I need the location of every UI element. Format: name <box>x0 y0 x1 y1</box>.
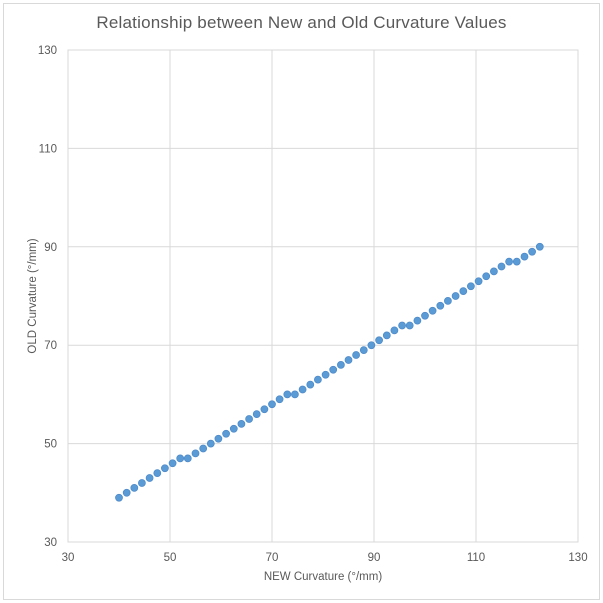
data-point[interactable] <box>505 257 513 266</box>
data-point[interactable] <box>229 424 238 433</box>
x-axis-tick-labels: 30 50 70 90 110 130 <box>62 552 588 564</box>
data-point[interactable] <box>436 301 445 310</box>
data-point[interactable] <box>268 400 276 409</box>
data-point[interactable] <box>497 262 506 271</box>
data-point[interactable] <box>153 469 162 477</box>
data-point[interactable] <box>467 282 475 291</box>
y-tick-label: 110 <box>39 143 57 155</box>
data-point[interactable] <box>352 351 360 359</box>
data-point[interactable] <box>359 346 368 354</box>
data-point[interactable] <box>520 252 529 261</box>
data-point[interactable] <box>444 297 452 305</box>
x-tick-label: 50 <box>164 552 177 564</box>
y-tick-label: 90 <box>44 242 57 254</box>
x-axis-title: NEW Curvature (°/mm) <box>264 571 382 583</box>
data-point[interactable] <box>390 326 399 335</box>
data-point[interactable] <box>344 356 353 364</box>
x-tick-label: 130 <box>568 552 587 564</box>
data-point[interactable] <box>283 390 292 399</box>
x-tick-label: 90 <box>368 552 381 564</box>
data-point[interactable] <box>252 410 261 418</box>
data-point[interactable] <box>130 484 139 492</box>
data-point[interactable] <box>206 439 215 448</box>
data-point[interactable] <box>176 454 185 463</box>
data-point[interactable] <box>183 454 192 463</box>
data-point[interactable] <box>321 370 330 379</box>
data-point[interactable] <box>428 306 437 315</box>
x-tick-label: 70 <box>266 552 279 564</box>
data-point[interactable] <box>260 405 269 414</box>
data-point[interactable] <box>451 292 460 300</box>
data-point[interactable] <box>245 415 253 423</box>
data-point[interactable] <box>214 434 223 443</box>
data-point[interactable] <box>367 341 376 350</box>
y-axis-tick-labels: 30 50 70 90 110 130 <box>38 45 57 549</box>
y-tick-label: 50 <box>44 439 57 451</box>
data-point[interactable] <box>535 242 544 251</box>
data-series[interactable] <box>115 242 544 502</box>
data-point[interactable] <box>528 247 536 256</box>
x-tick-label: 110 <box>467 552 485 564</box>
data-point[interactable] <box>329 365 338 374</box>
data-point[interactable] <box>199 444 208 453</box>
gridlines <box>67 49 579 543</box>
y-tick-label: 70 <box>44 340 57 352</box>
data-point[interactable] <box>161 464 169 473</box>
data-point[interactable] <box>191 449 200 458</box>
data-point[interactable] <box>375 336 383 345</box>
data-point[interactable] <box>138 479 146 487</box>
data-point[interactable] <box>115 493 123 502</box>
y-tick-label: 130 <box>38 45 57 57</box>
plot-area-border <box>67 49 579 543</box>
data-point[interactable] <box>291 390 299 399</box>
y-axis-title: OLD Curvature (°/mm) <box>27 238 39 353</box>
data-point[interactable] <box>474 277 483 286</box>
data-point[interactable] <box>306 380 315 389</box>
data-point[interactable] <box>490 267 498 276</box>
data-point[interactable] <box>122 488 131 497</box>
chart-title: Relationship between New and Old Curvatu… <box>96 13 507 32</box>
y-tick-label: 30 <box>44 537 57 549</box>
x-tick-label: 30 <box>62 552 75 564</box>
data-point[interactable] <box>459 287 468 295</box>
chart-border <box>3 3 600 600</box>
data-point[interactable] <box>298 385 307 394</box>
data-point[interactable] <box>275 395 284 404</box>
data-point[interactable] <box>405 321 414 330</box>
data-point[interactable] <box>337 361 345 369</box>
data-point[interactable] <box>512 257 521 266</box>
data-point[interactable] <box>314 375 322 384</box>
data-point[interactable] <box>382 331 391 340</box>
data-point[interactable] <box>168 459 177 468</box>
data-point[interactable] <box>145 474 154 482</box>
data-point[interactable] <box>413 316 422 325</box>
data-point[interactable] <box>237 420 246 428</box>
data-point[interactable] <box>421 311 429 320</box>
data-point[interactable] <box>398 321 406 330</box>
data-point[interactable] <box>222 429 230 438</box>
data-point[interactable] <box>482 272 491 281</box>
